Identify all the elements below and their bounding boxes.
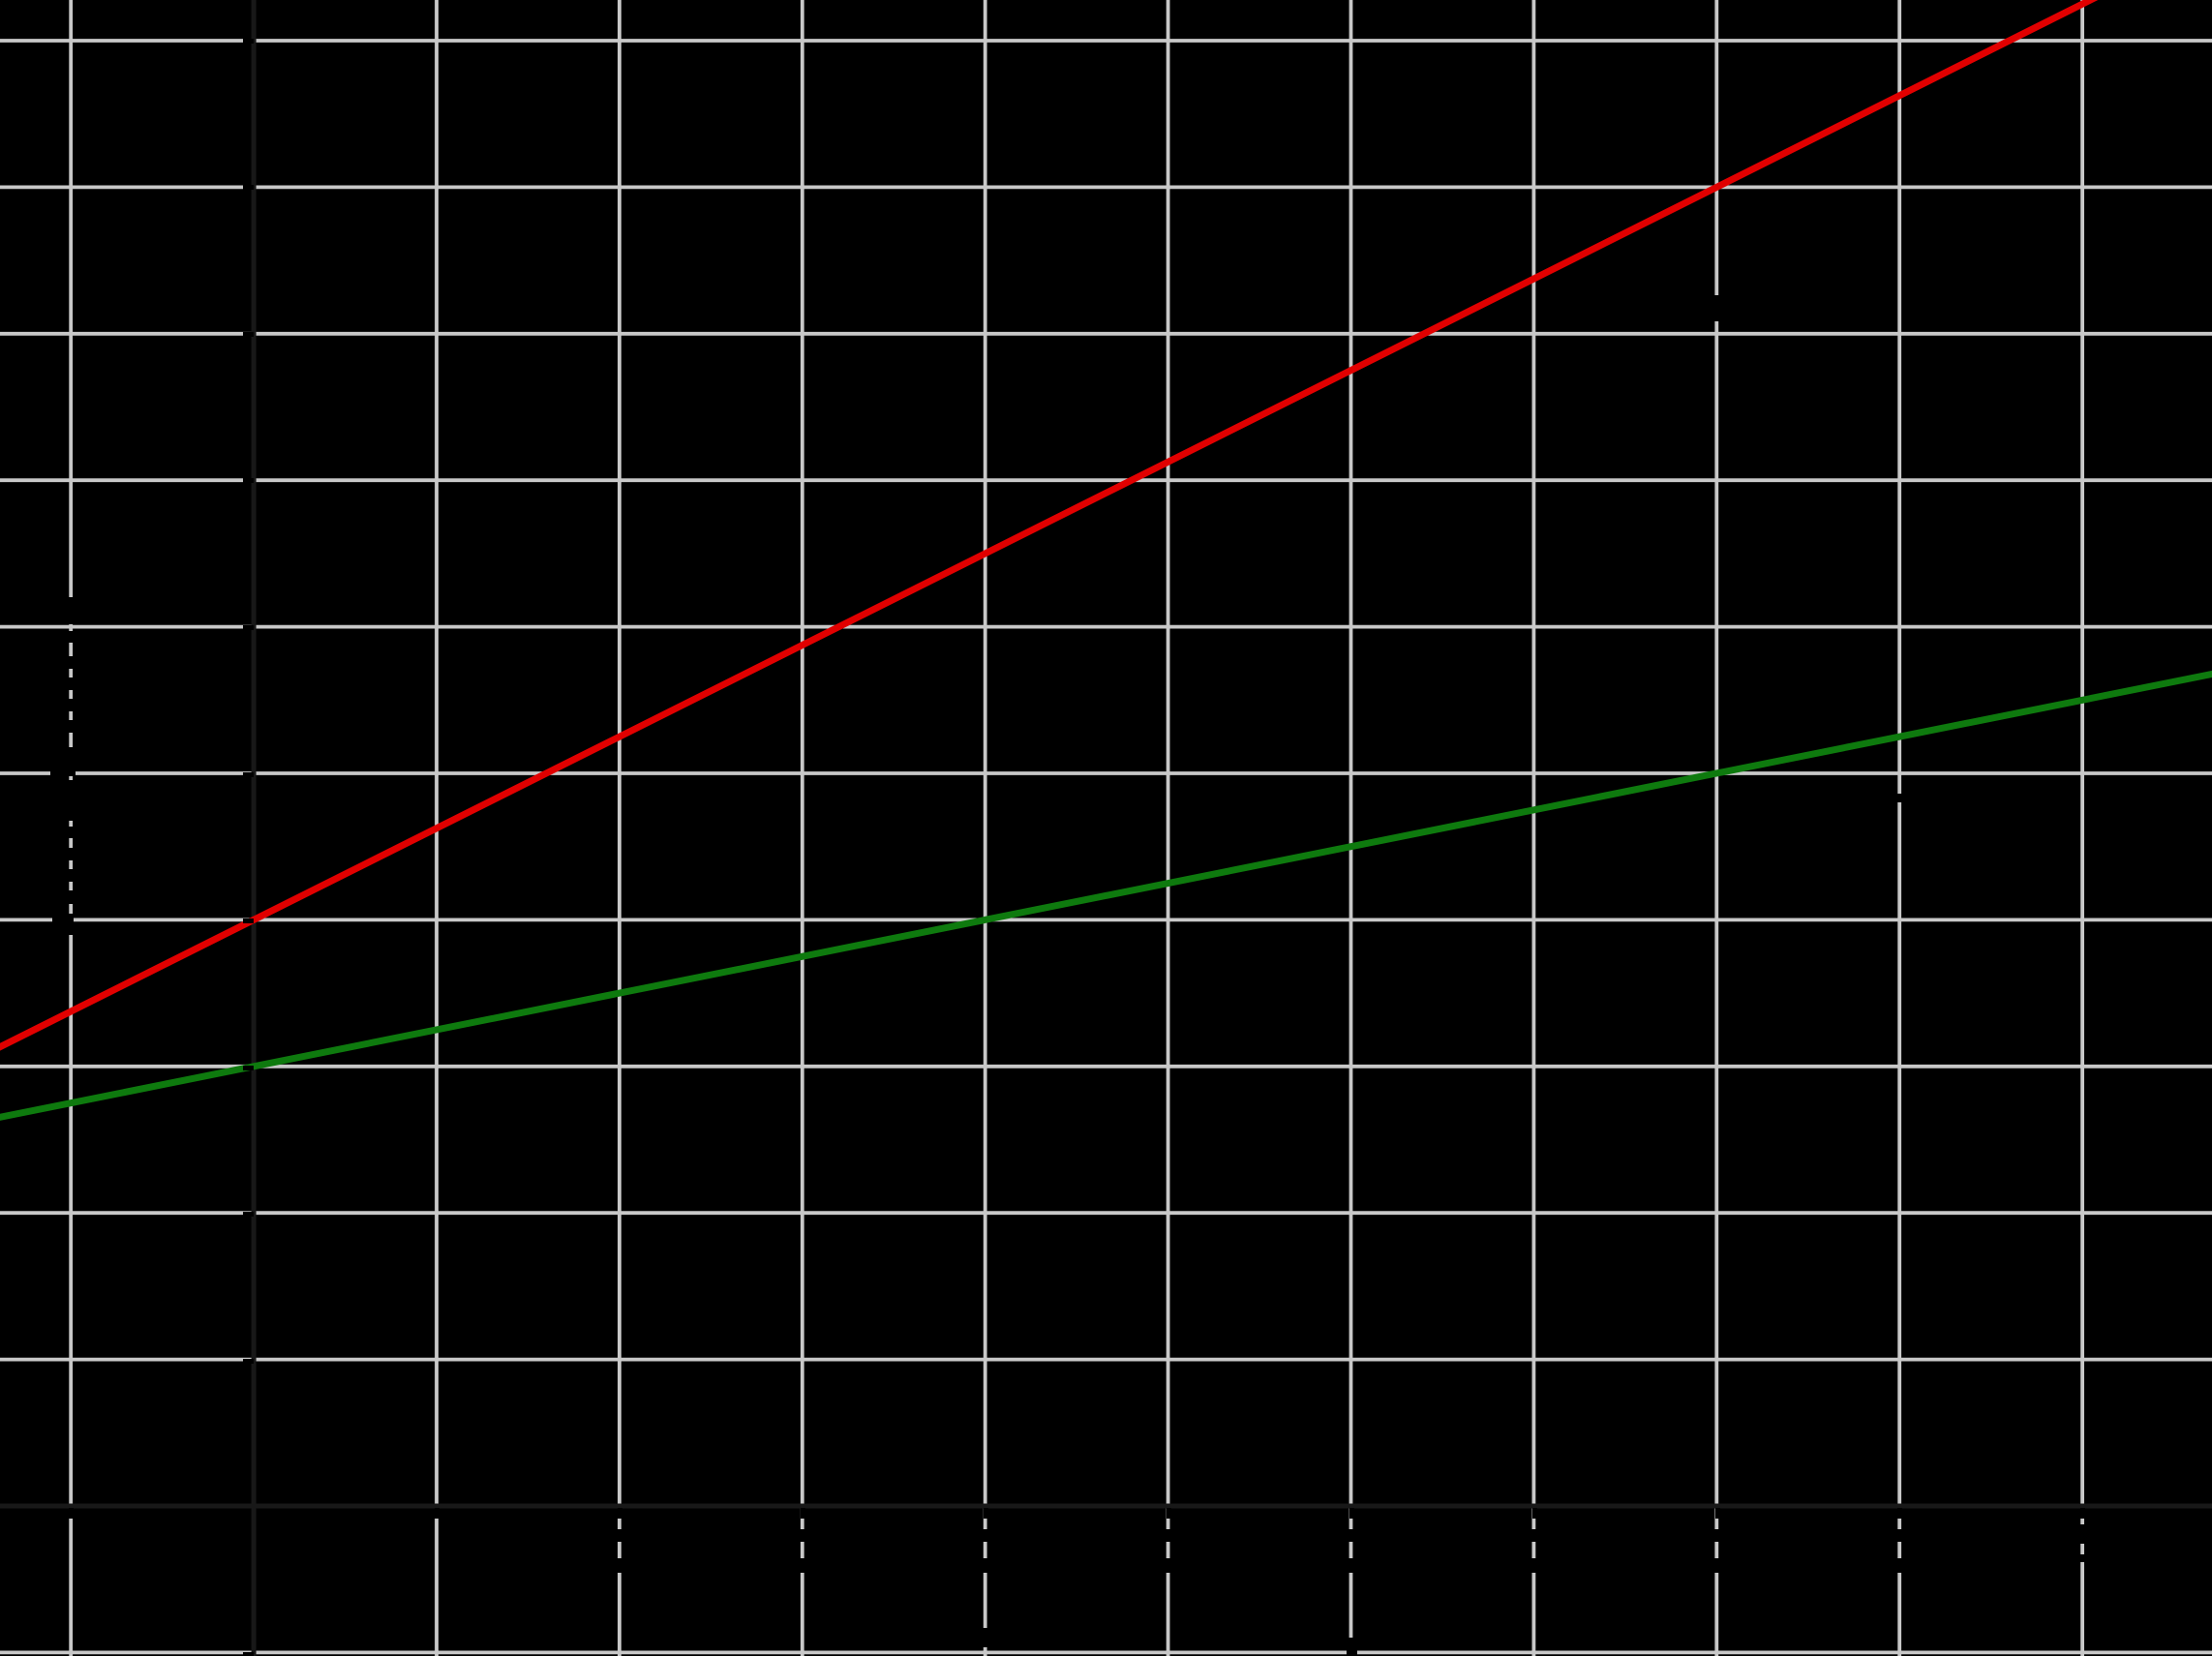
label-fragment [65, 869, 76, 882]
label-fragment [798, 1529, 807, 1542]
label-fragment [65, 677, 76, 690]
label-fragment [981, 1529, 990, 1542]
label-fragment [618, 1508, 622, 1519]
label-fragment [65, 631, 76, 643]
label-fragment [243, 478, 254, 483]
label-fragment [1894, 1529, 1904, 1542]
label-fragment [243, 625, 254, 630]
label-fragment [243, 918, 254, 923]
label-fragment [1167, 1508, 1171, 1519]
green-line [0, 670, 2212, 1121]
label-fragment [1347, 1558, 1356, 1573]
label-fragment [65, 848, 76, 860]
label-fragment [981, 1558, 990, 1573]
label-fragment [243, 1359, 254, 1364]
label-fragment [48, 597, 74, 624]
label-fragment [1530, 1529, 1539, 1542]
label-fragment [2080, 1508, 2085, 1519]
label-fragment [1894, 1558, 1904, 1573]
label-fragment [801, 1508, 805, 1519]
label-fragment [50, 747, 76, 776]
label-fragment [1706, 295, 1720, 321]
label-fragment [1347, 1529, 1356, 1542]
label-fragment [243, 1652, 254, 1656]
label-fragment [65, 656, 76, 669]
label-fragment [1712, 1529, 1722, 1542]
label-fragment [615, 1558, 624, 1573]
label-fragment [2077, 1554, 2087, 1562]
label-fragment [1349, 1508, 1354, 1519]
label-fragment [2077, 1524, 2087, 1544]
label-fragment [65, 720, 76, 733]
label-fragment [1347, 1638, 1357, 1656]
label-fragment [615, 1529, 624, 1542]
label-fragment [1164, 1558, 1173, 1573]
label-fragment [243, 185, 254, 190]
label-fragment [65, 827, 76, 838]
label-fragment [798, 1558, 807, 1573]
label-fragment [1164, 1529, 1173, 1542]
label-fragment [984, 1508, 988, 1519]
label-fragment [1715, 1508, 1720, 1519]
label-fragment [50, 780, 76, 821]
label-fragment [1897, 1508, 1902, 1519]
label-fragment [69, 1508, 74, 1519]
label-fragment [243, 1066, 254, 1070]
label-fragment [435, 1508, 439, 1519]
label-fragment [52, 914, 74, 935]
label-fragment [981, 1628, 991, 1647]
label-fragment [1532, 1508, 1537, 1519]
label-fragment [1894, 794, 1905, 802]
label-fragment [243, 332, 254, 337]
label-fragment [243, 39, 254, 44]
label-fragment [243, 772, 254, 777]
label-fragment [65, 890, 76, 904]
label-fragment [1530, 1558, 1539, 1573]
red-line [0, 0, 2099, 1051]
label-fragment [65, 699, 76, 711]
label-fragment [1712, 1558, 1722, 1573]
label-fragment [243, 1212, 254, 1217]
